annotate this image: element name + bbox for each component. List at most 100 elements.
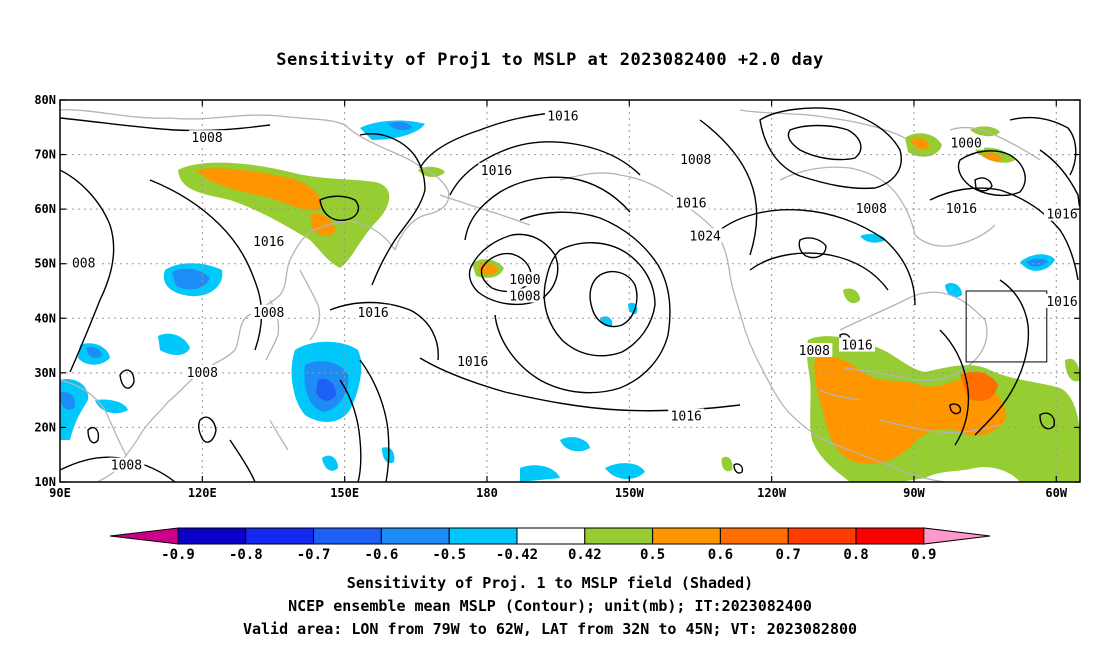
coastline xyxy=(949,126,1041,161)
contour-label-bg xyxy=(69,255,98,270)
colorbar-segment xyxy=(380,527,450,545)
lat-tick-label: 50N xyxy=(34,257,56,271)
mslp-contour xyxy=(543,242,656,357)
mslp-contour xyxy=(119,369,135,389)
mslp-contour xyxy=(798,237,827,259)
shade-negative-region xyxy=(158,333,190,355)
colorbar-segment xyxy=(719,527,789,545)
coastline xyxy=(559,172,716,231)
lon-tick-label: 60W xyxy=(1045,486,1067,500)
lon-tick-label: 120E xyxy=(188,486,217,500)
lon-tick-label: 150W xyxy=(615,486,645,500)
shade-negative-region xyxy=(560,437,590,452)
coastline xyxy=(60,379,127,456)
contour-label: 1016 xyxy=(675,197,706,212)
mslp-contour xyxy=(719,208,916,306)
mslp-contour xyxy=(1039,149,1080,211)
coastline xyxy=(839,291,986,331)
mslp-contour xyxy=(589,270,638,328)
contour-label: 1016 xyxy=(457,355,488,370)
colorbar-label: 0.42 xyxy=(568,547,602,563)
shade-positive-region xyxy=(1065,358,1080,382)
coastlines xyxy=(60,109,1041,482)
contour-label: 1008 xyxy=(799,344,830,359)
map-axes: 90E 120E 150E 180 150W 120W 90W 60W 10N 20N 30N 40N… xyxy=(34,93,1080,500)
contour-label-bg xyxy=(506,272,543,287)
mslp-contour xyxy=(1009,116,1077,176)
mslp-contour xyxy=(329,301,439,361)
lat-tick-label: 80N xyxy=(34,93,56,107)
shade-positive-region xyxy=(910,138,930,150)
coastline xyxy=(914,224,996,247)
shade-positive-region xyxy=(310,213,336,236)
colorbar-label: 0.5 xyxy=(640,547,665,563)
colorbar-segment xyxy=(584,527,654,545)
colorbar-low-end xyxy=(109,527,179,545)
map-frame xyxy=(59,99,1081,483)
shade-negative-region xyxy=(628,302,638,314)
contour-label-bg xyxy=(250,233,287,248)
contour-label: 1016 xyxy=(1046,208,1077,223)
mslp-contour xyxy=(319,195,360,221)
shade-negative-region xyxy=(95,399,128,414)
mslp-contour xyxy=(699,119,758,256)
mslp-contour xyxy=(759,107,902,190)
lat-tick-label: 30N xyxy=(34,366,56,380)
caption-valid-area: Valid area: LON from 79W to 62W, LAT fro… xyxy=(242,620,858,638)
colorbar-label: -0.7 xyxy=(297,547,331,563)
shade-negative-region xyxy=(86,347,102,358)
lat-tick-label: 70N xyxy=(34,148,56,162)
colorbar-segment xyxy=(245,527,315,545)
contour-label: 1016 xyxy=(481,164,512,179)
contour-label-bg xyxy=(687,228,724,243)
contour-label: 1008 xyxy=(111,459,142,474)
lon-tick-label: 90E xyxy=(49,486,71,500)
lat-tick-label: 20N xyxy=(34,420,56,434)
mslp-contour xyxy=(359,359,390,482)
shade-positive-region xyxy=(178,162,390,268)
contour-label-bg xyxy=(839,337,876,352)
mslp-contour xyxy=(229,439,256,482)
mslp-contour xyxy=(787,124,862,161)
contour-label-bg xyxy=(544,108,581,123)
coastline xyxy=(439,194,531,226)
coastline xyxy=(844,319,988,382)
contour-label-bg xyxy=(853,201,890,216)
chart-title: Sensitivity of Proj1 to MSLP at 20230824… xyxy=(276,50,824,70)
mslp-contour xyxy=(974,279,1030,436)
contour-label-bg xyxy=(672,195,709,210)
lon-tick-label: 90W xyxy=(903,486,925,500)
contour-label: 1000 xyxy=(509,273,540,288)
mslp-contour xyxy=(60,117,271,132)
contour-label-bg xyxy=(943,201,980,216)
contour-label: 1008 xyxy=(253,306,284,321)
contour-label: 1016 xyxy=(357,306,388,321)
coastline xyxy=(289,220,396,261)
contour-label-bg xyxy=(948,135,985,150)
shade-negative-region xyxy=(1026,258,1048,267)
mslp-contour xyxy=(939,329,970,446)
coastline xyxy=(141,349,236,433)
contour-label: 1000 xyxy=(950,137,981,152)
contour-label: 1016 xyxy=(841,339,872,354)
contour-label-bg xyxy=(478,162,515,177)
shade-positive-region xyxy=(982,152,1003,162)
contour-label: 1008 xyxy=(191,131,222,146)
valid-area-box xyxy=(965,290,1048,363)
shade-positive-region xyxy=(721,456,733,472)
lon-tick-label: 180 xyxy=(476,486,498,500)
shade-negative-region xyxy=(316,378,336,401)
contour-label-bg xyxy=(1044,206,1080,221)
shade-positive-region xyxy=(843,288,860,304)
coastline xyxy=(779,166,916,236)
colorbar-label: -0.5 xyxy=(432,547,466,563)
colorbar-segment xyxy=(855,527,925,545)
contour-label: 1008 xyxy=(187,366,218,381)
colorbar-high-end xyxy=(923,527,991,545)
coastline xyxy=(879,419,1001,434)
contour-label: 1016 xyxy=(946,202,977,217)
shade-negative-region xyxy=(60,391,76,410)
mslp-contour xyxy=(87,426,100,444)
coastline xyxy=(269,419,289,451)
colorbar-label: -0.9 xyxy=(161,547,195,563)
